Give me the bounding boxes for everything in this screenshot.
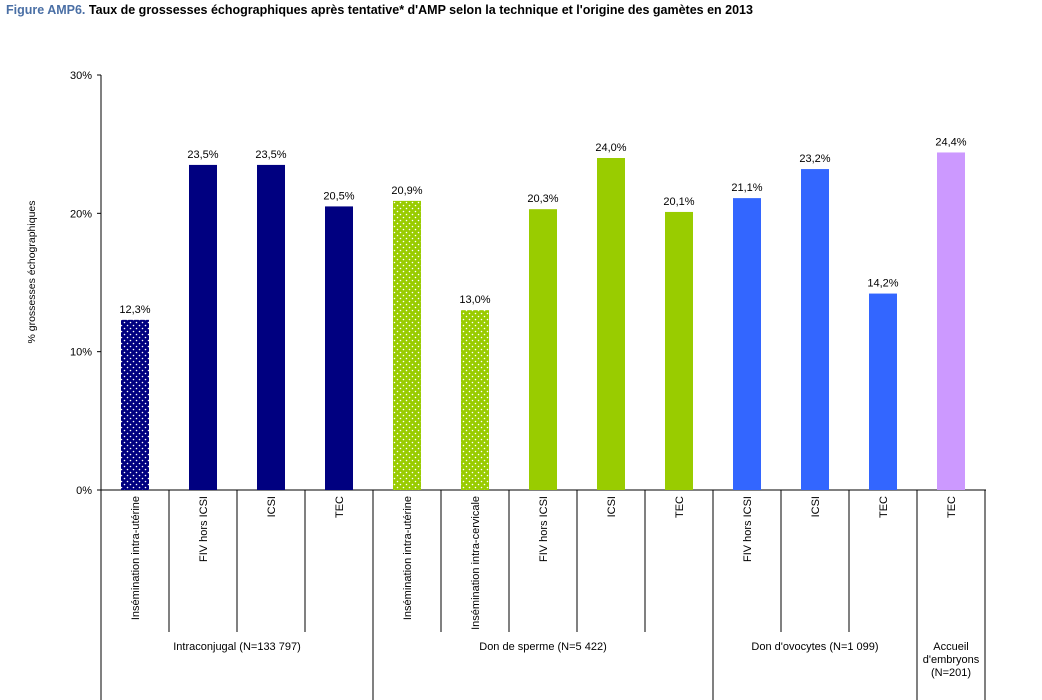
bar [393,200,421,490]
x-group-label: Accueil [933,641,968,653]
bar [257,164,285,490]
x-category-label: TEC [946,496,958,518]
data-label: 12,3% [119,304,150,316]
data-label: 23,2% [799,153,830,165]
x-category-label: ICSI [810,496,822,517]
figure-number: Figure AMP6. [6,3,86,17]
data-label: 23,5% [255,149,286,161]
data-label: 24,4% [935,136,966,148]
data-label: 20,1% [663,196,694,208]
figure-title: Figure AMP6. Taux de grossesses échograp… [6,3,753,17]
data-label: 20,3% [527,193,558,205]
y-tick-label: 0% [76,485,92,497]
data-label: 20,9% [391,185,422,197]
bar [325,206,353,490]
x-category-labels: Insémination intra-utérine FIV hors ICSI I… [130,496,958,630]
data-label: 23,5% [187,149,218,161]
bar [189,164,217,490]
data-label: 20,5% [323,190,354,202]
bar [461,310,489,490]
data-label: 13,0% [459,294,490,306]
data-label: 21,1% [731,182,762,194]
x-category-label: Insémination intra-utérine [402,496,414,620]
figure-title-text: Taux de grossesses échographiques après … [88,3,753,17]
x-group-label: (N=201) [931,667,971,679]
x-category-label: ICSI [266,496,278,517]
x-group-label: Don de sperme (N=5 422) [479,641,606,653]
y-tick-label: 10% [70,347,92,359]
x-group-label: Don d'ovocytes (N=1 099) [751,641,878,653]
data-label: 14,2% [867,278,898,290]
axes: 0% 10% 20% 30% [70,70,986,700]
x-category-label: FIV hors ICSI [742,496,754,562]
bar [665,211,693,490]
y-tick-label: 30% [70,70,92,82]
bars [121,152,965,491]
x-category-label: Insémination intra-utérine [130,496,142,620]
x-category-label: FIV hors ICSI [198,496,210,562]
bar [597,158,625,490]
x-group-label: Intraconjugal (N=133 797) [173,641,301,653]
bar [529,209,557,490]
bar [869,293,897,490]
bar [733,198,761,490]
x-group-label: d'embryons [923,654,980,666]
x-category-label: TEC [878,496,890,518]
x-category-label: Insémination intra-cervicale [470,496,482,630]
bar [801,169,829,491]
x-category-label: FIV hors ICSI [538,496,550,562]
x-group-labels: Intraconjugal (N=133 797) Don de sperme (… [173,641,980,679]
bar [937,152,965,490]
x-category-label: TEC [674,496,686,518]
x-category-label: ICSI [606,496,618,517]
bar [121,319,149,490]
data-label: 24,0% [595,142,626,154]
data-labels: 12,3% 23,5% 23,5% 20,5% 20,9% 13,0% 20,3% 24,0%… [119,136,966,315]
x-category-label: TEC [334,496,346,518]
y-tick-label: 20% [70,208,92,220]
